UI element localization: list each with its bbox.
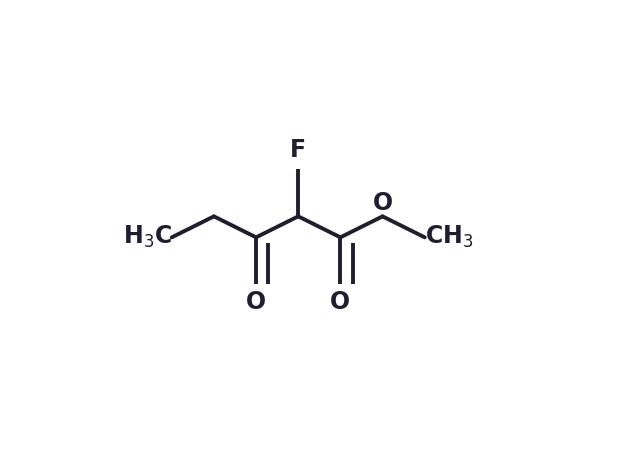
Text: O: O	[246, 290, 266, 314]
Text: O: O	[372, 191, 392, 215]
Text: F: F	[290, 139, 307, 163]
Text: H$_3$C: H$_3$C	[123, 224, 172, 251]
Text: CH$_3$: CH$_3$	[425, 224, 473, 251]
Text: O: O	[330, 290, 351, 314]
